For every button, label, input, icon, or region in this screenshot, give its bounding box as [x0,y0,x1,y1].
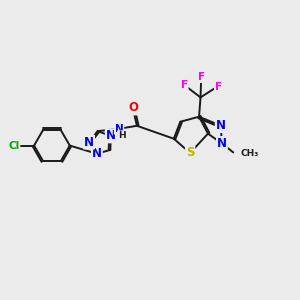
Text: Cl: Cl [8,140,20,151]
Text: F: F [215,82,222,92]
Text: F: F [198,72,205,82]
Text: N: N [106,129,116,142]
Text: S: S [186,146,194,160]
Text: N: N [217,137,227,150]
Text: F: F [181,80,188,90]
Text: H: H [118,131,125,140]
Text: O: O [128,101,138,115]
Text: N: N [115,124,124,134]
Text: N: N [92,147,102,160]
Text: CH₃: CH₃ [240,149,259,158]
Text: N: N [84,136,94,149]
Text: N: N [216,119,226,132]
